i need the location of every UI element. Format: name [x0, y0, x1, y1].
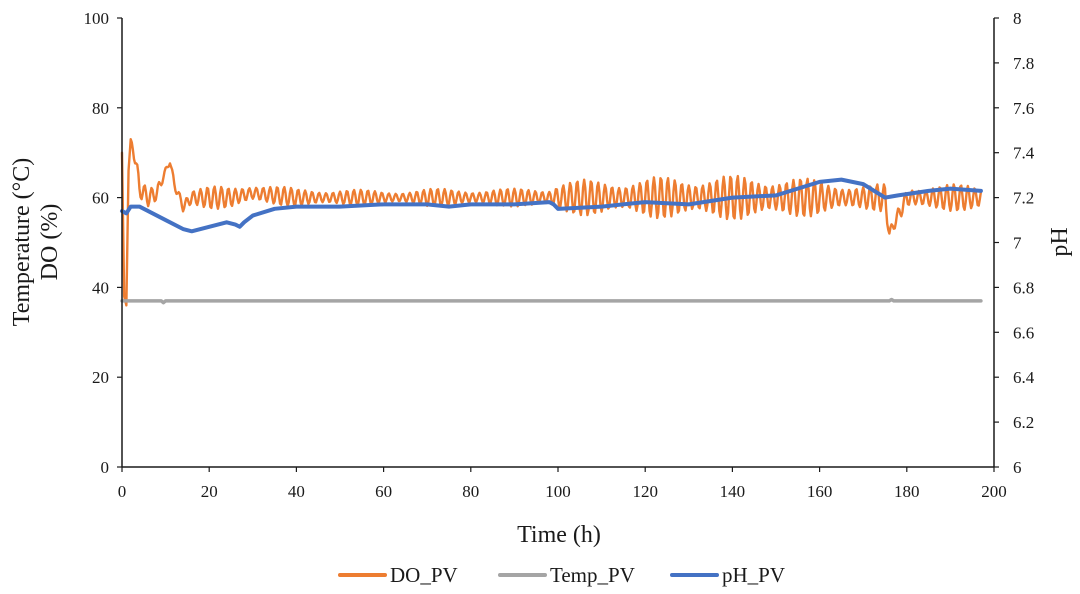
y-right-tick-label: 7	[1013, 234, 1022, 253]
series-line-do-pv	[120, 138, 983, 307]
y-right-tick-label: 7.4	[1013, 144, 1035, 163]
x-tick-label: 120	[632, 482, 658, 501]
y-axis-left-title-line1: Temperature (°C)	[9, 158, 35, 327]
y-right-tick-label: 6	[1013, 458, 1022, 477]
y-right-tick-label: 6.6	[1013, 323, 1034, 342]
x-axis-title: Time (h)	[517, 522, 601, 548]
y-right-tick-label: 8	[1013, 9, 1022, 28]
y-left-tick-label: 20	[92, 368, 109, 387]
x-tick-label: 200	[981, 482, 1007, 501]
x-tick-label: 80	[462, 482, 479, 501]
x-tick-label: 20	[201, 482, 218, 501]
x-tick-label: 140	[720, 482, 746, 501]
y-right-tick-label: 7.2	[1013, 189, 1034, 208]
x-tick-label: 40	[288, 482, 305, 501]
y-right-tick-label: 7.6	[1013, 99, 1034, 118]
series-line-temp-pv	[120, 297, 983, 305]
y-left-tick-label: 80	[92, 99, 109, 118]
legend-label-do-pv: DO_PV	[390, 563, 458, 587]
series-layer	[120, 138, 983, 307]
x-tick-label: 60	[375, 482, 392, 501]
y-right-tick-label: 6.2	[1013, 413, 1034, 432]
x-tick-label: 160	[807, 482, 833, 501]
y-left-tick-label: 100	[84, 9, 110, 28]
legend: DO_PV Temp_PV pH_PV	[338, 563, 785, 587]
y-left-tick-label: 0	[101, 458, 110, 477]
y-axis-left-title-line2: DO (%)	[37, 204, 63, 281]
y-right-tick-label: 7.8	[1013, 54, 1034, 73]
y-right-tick-label: 6.8	[1013, 278, 1034, 297]
y-left-tick-label: 60	[92, 189, 109, 208]
y-left-tick-label: 40	[92, 278, 109, 297]
x-tick-label: 0	[118, 482, 127, 501]
legend-label-temp-pv: Temp_PV	[550, 563, 635, 587]
legend-label-ph-pv: pH_PV	[722, 563, 785, 587]
x-tick-label: 180	[894, 482, 920, 501]
ticks-layer: 0 20 40 60 80 100 120 140 160 180 200 0 20 40 60 80 100 6…	[84, 9, 1035, 501]
x-tick-label: 100	[545, 482, 571, 501]
y-right-tick-label: 6.4	[1013, 368, 1035, 387]
y-axis-right-title: pH	[1047, 227, 1073, 256]
series-line-ph-pv	[120, 177, 983, 234]
